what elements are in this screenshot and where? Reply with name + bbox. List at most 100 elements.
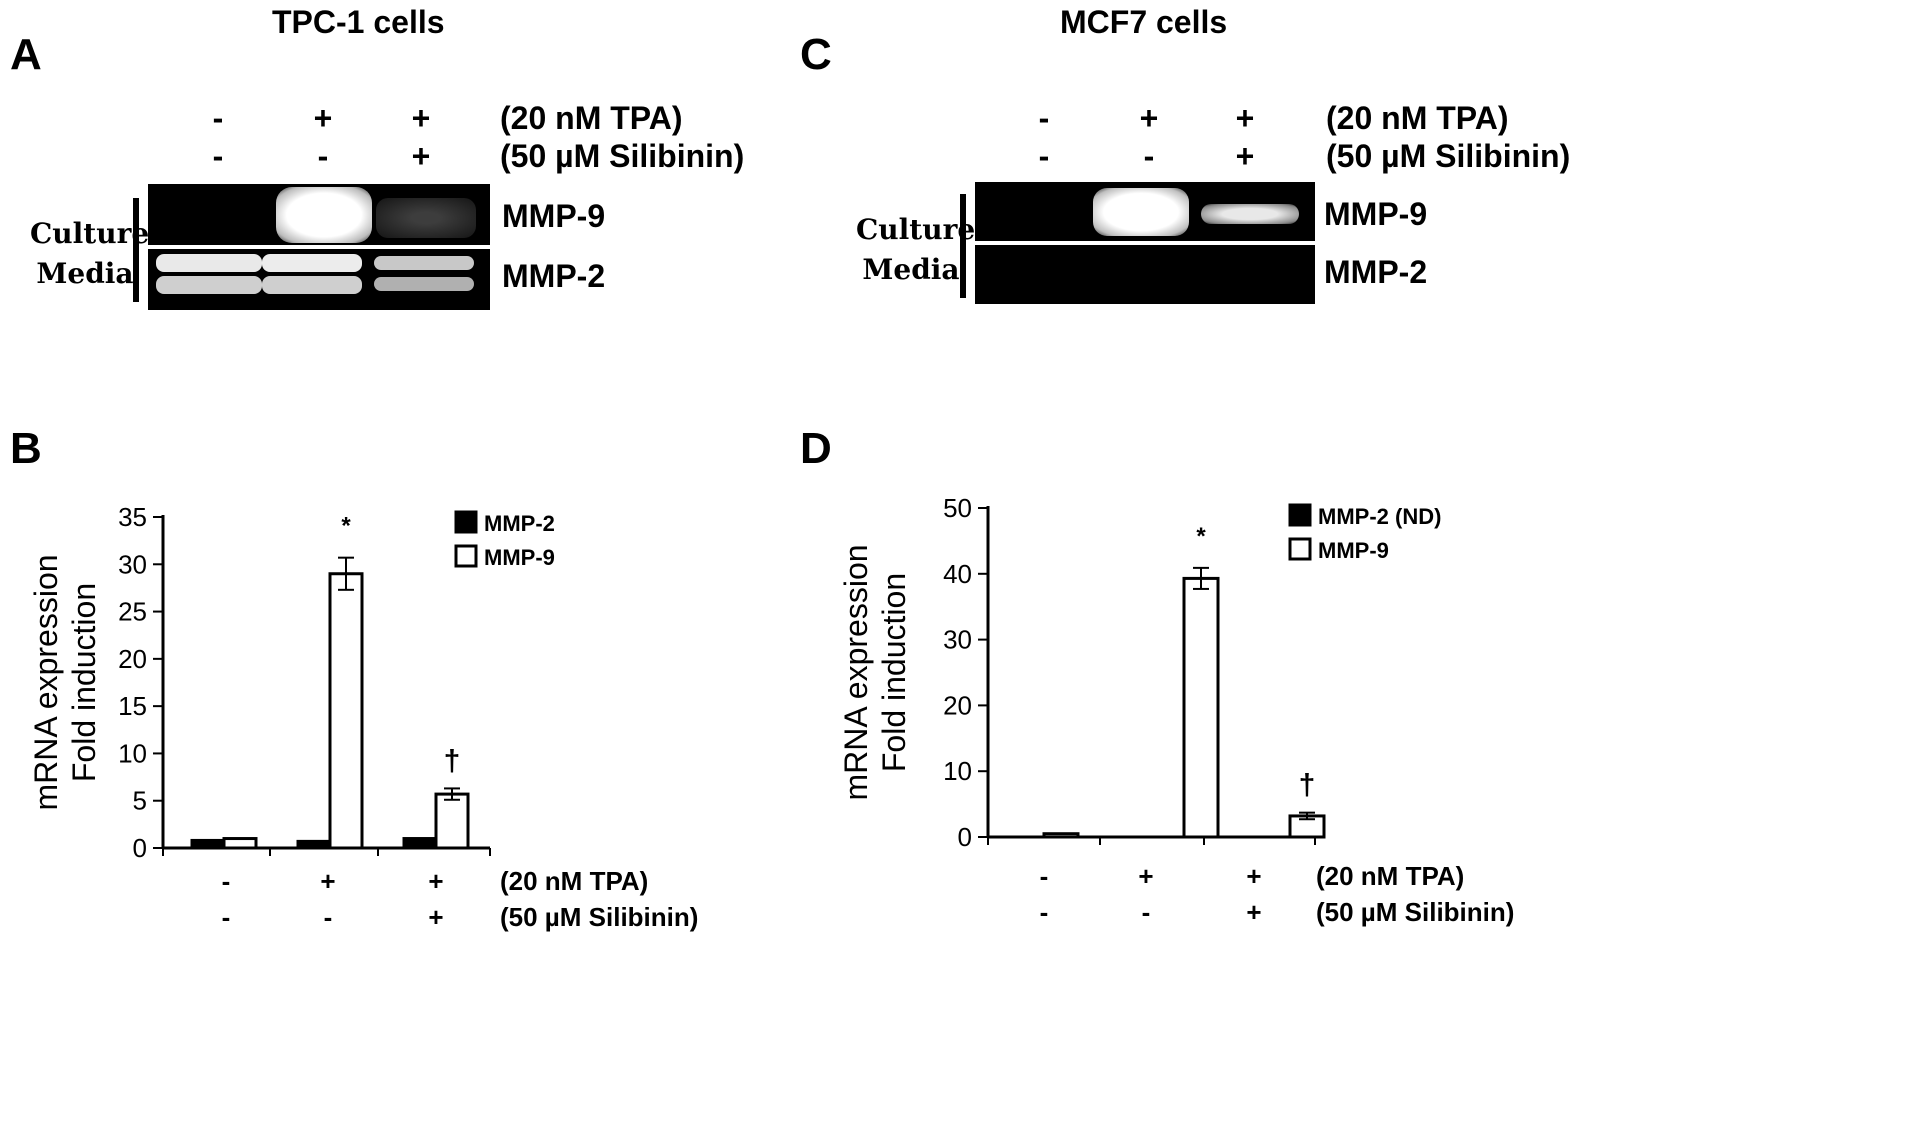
condition-label: (50 µM Silibinin) — [1316, 897, 1514, 927]
mmp9-band-lane-2 — [1093, 188, 1189, 236]
y-tick-label: 15 — [118, 691, 147, 721]
panel-letter-b: B — [10, 424, 42, 473]
condition-sign: - — [222, 902, 231, 932]
y-tick-label: 30 — [943, 625, 972, 655]
panel-a-title: TPC-1 cells — [272, 4, 445, 40]
mmp2-band-lane-2-upper — [262, 254, 362, 272]
panel-letter-a: A — [10, 30, 42, 79]
condition-label: (20 nM TPA) — [500, 866, 648, 896]
bar-mmp-9-group-1 — [1042, 832, 1080, 839]
bar-mmp-2-group-2 — [296, 839, 332, 850]
bar-mmp-9-group-1 — [222, 837, 258, 850]
panel-a-gel — [148, 184, 490, 310]
significance-marker: † — [444, 744, 461, 777]
legend-swatch — [1288, 503, 1312, 527]
chart-b: mRNA expression Fold induction 0 5 10 15 20 25 3… — [28, 502, 698, 932]
panel-c-gel — [975, 182, 1315, 304]
panel-a-silibinin-sign-3: + — [411, 138, 431, 174]
y-tick-label: 30 — [118, 549, 147, 579]
mmp9-band-lane-2 — [276, 187, 372, 243]
mmp2-band-lane-3-lower — [374, 277, 474, 291]
legend-swatch — [454, 510, 478, 534]
panel-a-band-label-mmp2: MMP-2 — [502, 258, 606, 294]
y-axis-label: Fold induction — [66, 583, 102, 782]
condition-sign: - — [1040, 861, 1049, 891]
y-tick-label: 25 — [118, 597, 147, 627]
panel-c-tpa-sign-2: + — [1139, 100, 1159, 136]
panel-a-tpa-sign-3: + — [411, 100, 431, 136]
legend-label: MMP-9 — [1318, 538, 1389, 563]
gel-divider — [148, 245, 490, 249]
y-tick-label: 0 — [958, 822, 972, 852]
legend-label: MMP-9 — [484, 545, 555, 570]
y-axis-label: mRNA expression — [28, 554, 64, 810]
significance-marker: * — [341, 513, 351, 540]
side-label-line-1: Culture — [30, 217, 150, 250]
panel-letter-c: C — [800, 30, 832, 79]
y-tick-label: 10 — [118, 738, 147, 768]
legend-swatch — [454, 544, 478, 568]
significance-marker: * — [1196, 523, 1206, 550]
bar-mmp-9-group-2 — [328, 572, 364, 850]
y-axis-label: Fold induction — [876, 573, 912, 772]
legend-label: MMP-2 (ND) — [1318, 504, 1441, 529]
panel-c-tpa-label: (20 nM TPA) — [1326, 100, 1509, 136]
bar-mmp-9-group-3 — [434, 792, 470, 850]
y-tick-label: 20 — [118, 644, 147, 674]
condition-sign: + — [428, 902, 443, 932]
condition-sign: + — [1138, 861, 1153, 891]
condition-label: (50 µM Silibinin) — [500, 902, 698, 932]
bar-mmp-2-group-3 — [402, 837, 438, 850]
mmp9-band-lane-3 — [1201, 204, 1299, 224]
mmp2-band-lane-1-lower — [156, 276, 262, 294]
bar-mmp-9-group-2 — [1182, 576, 1220, 839]
side-label-line-1: Culture — [856, 213, 976, 246]
panel-a-silibinin-sign-2: - — [317, 138, 329, 174]
condition-sign: - — [324, 902, 333, 932]
gel-divider — [975, 241, 1315, 245]
y-tick-label: 35 — [118, 502, 147, 532]
y-tick-label: 5 — [133, 786, 147, 816]
panel-c-silibinin-sign-1: - — [1038, 138, 1050, 174]
y-tick-label: 40 — [943, 559, 972, 589]
panel-a-band-label-mmp9: MMP-9 — [502, 198, 606, 234]
panel-a-tpa-sign-1: - — [212, 100, 224, 136]
y-tick-label: 10 — [943, 756, 972, 786]
condition-sign: - — [222, 866, 231, 896]
condition-sign: - — [1040, 897, 1049, 927]
y-tick-label: 20 — [943, 690, 972, 720]
y-tick-label: 0 — [133, 833, 147, 863]
panel-c-tpa-sign-3: + — [1235, 100, 1255, 136]
panel-c-title: MCF7 cells — [1060, 4, 1228, 40]
y-tick-label: 50 — [943, 493, 972, 523]
condition-sign: + — [1246, 897, 1261, 927]
condition-sign: + — [428, 866, 443, 896]
panel-c-silibinin-label: (50 µM Silibinin) — [1326, 138, 1571, 174]
panel-a-silibinin-label: (50 µM Silibinin) — [500, 138, 745, 174]
condition-sign: + — [320, 866, 335, 896]
legend-label: MMP-2 — [484, 511, 555, 536]
panel-a-silibinin-sign-1: - — [212, 138, 224, 174]
y-axis-label: mRNA expression — [838, 544, 874, 800]
panel-a-bracket — [133, 198, 139, 302]
mmp2-band-lane-3-upper — [374, 256, 474, 270]
significance-marker: † — [1299, 769, 1316, 802]
panel-letter-d: D — [800, 424, 832, 473]
mmp2-band-lane-2-lower — [262, 276, 362, 294]
panel-a-tpa-sign-2: + — [313, 100, 333, 136]
panel-a-side-label: Culture Media — [30, 214, 150, 294]
panel-c-bracket — [960, 194, 966, 298]
side-label-line-2: Media — [862, 253, 960, 286]
panel-a-tpa-label: (20 nM TPA) — [500, 100, 683, 136]
mmp9-band-lane-3 — [376, 198, 476, 238]
chart-d: mRNA expression Fold induction 0 10 20 30 40 50… — [838, 493, 1514, 927]
condition-sign: + — [1246, 861, 1261, 891]
side-label-line-2: Media — [36, 257, 134, 290]
panel-c-side-label: Culture Media — [856, 210, 976, 290]
panel-c-silibinin-sign-2: - — [1143, 138, 1155, 174]
panel-c-silibinin-sign-3: + — [1235, 138, 1255, 174]
mmp2-band-lane-1-upper — [156, 254, 262, 272]
panel-c-band-label-mmp2: MMP-2 — [1324, 254, 1428, 290]
condition-sign: - — [1142, 897, 1151, 927]
bar-mmp-2-group-1 — [190, 838, 226, 850]
